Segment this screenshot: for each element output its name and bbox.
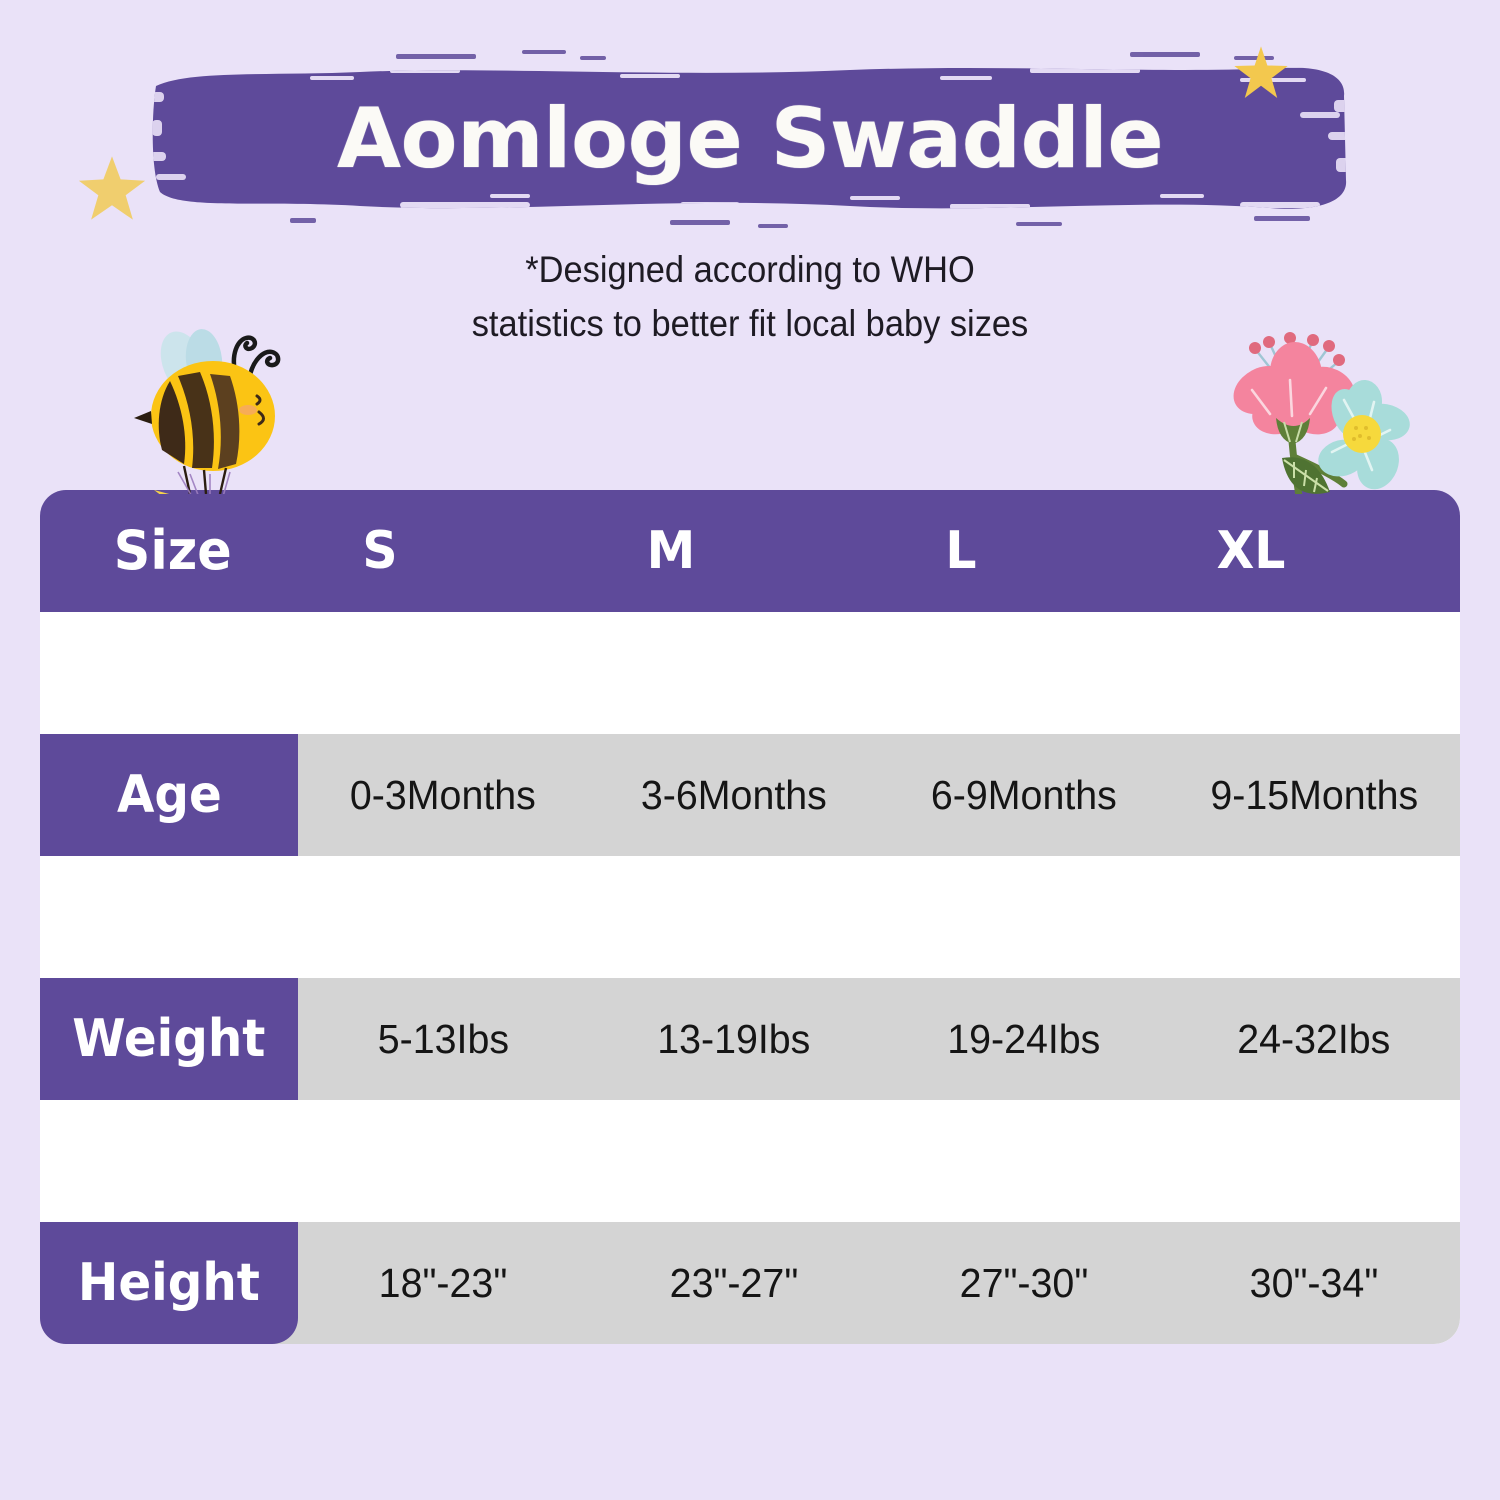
row-label-height: Height: [40, 1222, 298, 1344]
table-header-xl: XL: [1217, 521, 1286, 581]
table-header-size: Size: [113, 519, 232, 582]
subtitle-line-2: statistics to better fit local baby size…: [471, 302, 1029, 344]
table-header-row: Size S M L XL: [40, 490, 1460, 612]
table-spacer-row: [40, 1100, 1460, 1222]
cell-weight-xl: 24-32Ibs: [1237, 1015, 1391, 1062]
cell-age-s: 0-3Months: [350, 771, 536, 818]
bee-icon: [118, 318, 308, 494]
star-icon: [76, 152, 148, 224]
size-chart-table: Size S M L XL Age 0-3Months 3-6Months 6-…: [40, 490, 1460, 1344]
table-header-m: M: [647, 521, 696, 581]
row-label-age: Age: [40, 734, 298, 856]
table-body: Age 0-3Months 3-6Months 6-9Months 9-15Mo…: [40, 612, 1460, 1344]
cell-age-m: 3-6Months: [641, 771, 827, 818]
cell-height-m: 23"-27": [669, 1259, 799, 1306]
cell-height-l: 27"-30": [959, 1259, 1089, 1306]
table-row: Weight 5-13Ibs 13-19Ibs 19-24Ibs 24-32Ib…: [40, 978, 1460, 1100]
subtitle-line-1: *Designed according to WHO: [525, 249, 975, 290]
decoration-layer: [0, 0, 1500, 494]
cell-height-xl: 30"-34": [1249, 1259, 1379, 1306]
subtitle: *Designed according to WHO statistics to…: [0, 243, 1500, 350]
title-banner: [150, 48, 1350, 228]
flowers-icon: [1178, 318, 1418, 494]
table-row: Age 0-3Months 3-6Months 6-9Months 9-15Mo…: [40, 734, 1460, 856]
page-title: Aomloge Swaddle: [336, 89, 1164, 187]
star-icon: [1232, 44, 1290, 102]
table-row: Height 18"-23" 23"-27" 27"-30" 30"-34": [40, 1222, 1460, 1344]
cell-weight-s: 5-13Ibs: [377, 1015, 509, 1062]
cell-age-xl: 9-15Months: [1210, 771, 1418, 818]
cell-weight-m: 13-19Ibs: [657, 1015, 811, 1062]
table-header-s: S: [362, 521, 399, 581]
table-header-l: L: [945, 521, 978, 581]
row-label-weight: Weight: [40, 978, 298, 1100]
cell-age-l: 6-9Months: [931, 771, 1117, 818]
cell-weight-l: 19-24Ibs: [947, 1015, 1101, 1062]
table-spacer-row: [40, 612, 1460, 734]
cell-height-s: 18"-23": [378, 1259, 508, 1306]
table-spacer-row: [40, 856, 1460, 978]
